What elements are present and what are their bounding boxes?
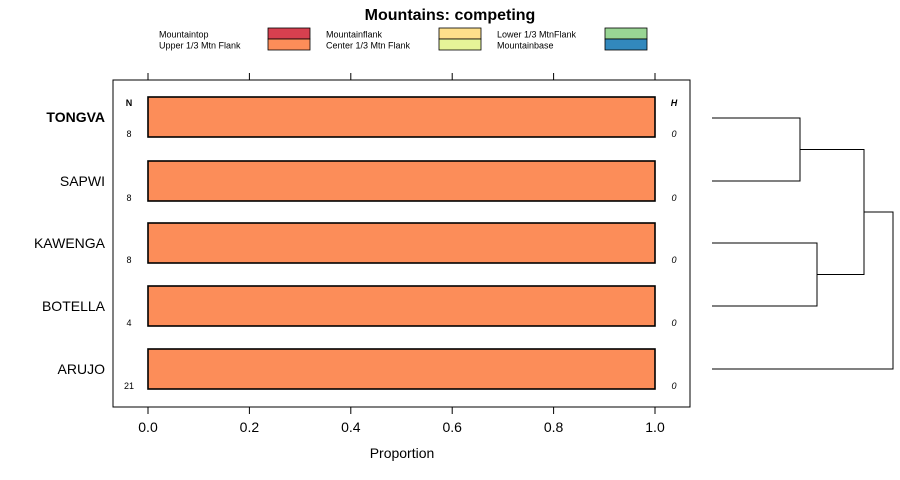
x-tick-label: 1.0	[645, 419, 665, 435]
n-value-arujo: 21	[124, 381, 134, 391]
n-value-kawenga: 8	[126, 255, 131, 265]
h-value-kawenga: 0	[671, 255, 676, 265]
n-column-header: N	[126, 98, 133, 108]
bar-segment-arujo-upper-1-3-mtn-flank	[147, 348, 656, 390]
h-value-arujo: 0	[671, 381, 676, 391]
legend-swatch-mountaintop	[267, 27, 311, 40]
n-value-sapwi: 8	[126, 193, 131, 203]
bar-segment-sapwi-upper-1-3-mtn-flank	[147, 160, 656, 202]
dendrogram-link-kawenga-botella	[712, 242, 818, 307]
legend-swatch-mountainbase	[604, 38, 648, 51]
x-axis-label: Proportion	[370, 445, 435, 461]
category-label-botella: BOTELLA	[42, 298, 106, 314]
n-value-botella: 4	[126, 318, 131, 328]
dendrogram-link-root	[712, 211, 894, 370]
legend-label-center-1-3-mtn-flank: Center 1/3 Mtn Flank	[326, 41, 411, 51]
x-axis: 0.0 0.2 0.4 0.6 0.8 1.0	[138, 73, 665, 435]
category-label-sapwi: SAPWI	[60, 173, 105, 189]
x-tick-label: 0.2	[240, 419, 260, 435]
plot-frame	[112, 79, 691, 408]
category-label-tongva: TONGVA	[46, 109, 105, 125]
h-value-tongva: 0	[671, 129, 676, 139]
category-label-kawenga: KAWENGA	[34, 235, 106, 251]
h-column-header: H	[671, 98, 678, 108]
x-tick-label: 0.4	[341, 419, 361, 435]
bar-segment-kawenga-upper-1-3-mtn-flank	[147, 222, 656, 264]
dendrogram-link-pairs	[800, 149, 865, 275]
n-value-tongva: 8	[126, 129, 131, 139]
bars-group	[147, 96, 656, 390]
x-tick-label: 0.8	[544, 419, 564, 435]
legend-swatch-center-1-3-mtn-flank	[438, 38, 482, 51]
h-value-sapwi: 0	[671, 193, 676, 203]
dendrogram	[712, 117, 894, 370]
legend-swatch-lower-1-3-mtnflank	[604, 27, 648, 40]
bar-segment-tongva-upper-1-3-mtn-flank	[147, 96, 656, 138]
category-labels: TONGVA 8 0 SAPWI 8 0 KAWENGA 8 0 BOTELLA 4 0 ARUJO 21…	[34, 109, 677, 391]
legend-label-mountainflank: Mountainflank	[326, 30, 383, 40]
h-value-botella: 0	[671, 318, 676, 328]
chart-title: Mountains: competing	[365, 7, 536, 24]
legend-swatch-mountainflank	[438, 27, 482, 40]
legend-label-lower-1-3-mtnflank: Lower 1/3 MtnFlank	[497, 30, 577, 40]
legend-label-mountainbase: Mountainbase	[497, 41, 554, 51]
legend-swatch-upper-1-3-mtn-flank	[267, 38, 311, 51]
x-tick-label: 0.0	[138, 419, 158, 435]
x-tick-label: 0.6	[442, 419, 462, 435]
dendrogram-link-tongva-sapwi	[712, 117, 801, 182]
bar-segment-botella-upper-1-3-mtn-flank	[147, 285, 656, 327]
legend-label-upper-1-3-mtn-flank: Upper 1/3 Mtn Flank	[159, 41, 241, 51]
legend-label-mountaintop: Mountaintop	[159, 30, 209, 40]
category-label-arujo: ARUJO	[58, 361, 106, 377]
